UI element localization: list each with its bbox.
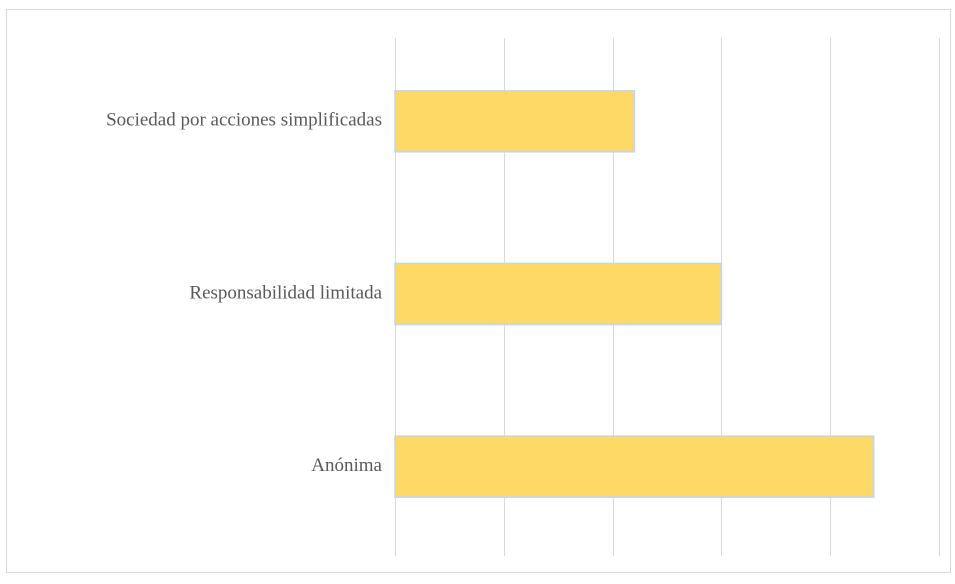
category-labels: Sociedad por acciones simplificadas Respo…	[106, 110, 383, 476]
bar-2	[394, 435, 875, 498]
bar-0	[394, 90, 636, 153]
category-label: Sociedad por acciones simplificadas	[106, 110, 382, 131]
bars	[394, 90, 875, 498]
chart-frame	[6, 9, 951, 573]
category-label: Anónima	[311, 455, 382, 476]
category-label: Responsabilidad limitada	[189, 282, 382, 303]
bar-1	[394, 262, 723, 326]
